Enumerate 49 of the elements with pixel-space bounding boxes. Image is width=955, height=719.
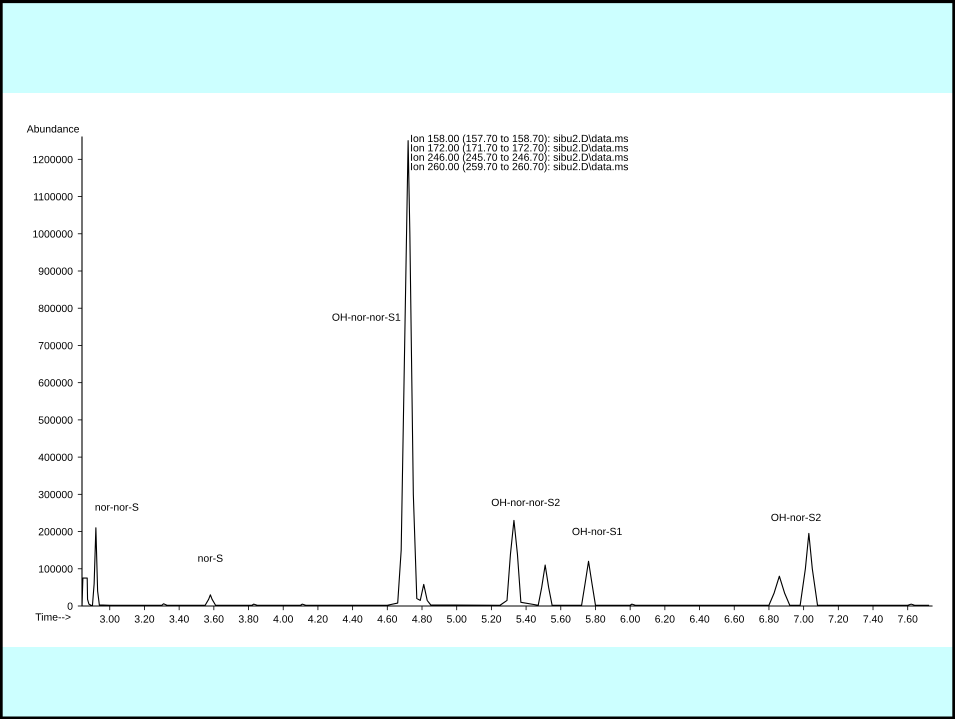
x-tick-label: 6.40 bbox=[690, 615, 710, 623]
x-tick-label: 4.80 bbox=[412, 615, 432, 623]
annotation: Ion 172.00 (171.70 to 172.70): sibu2.D\data.ms bbox=[411, 144, 628, 154]
x-tick-label: 3.80 bbox=[238, 615, 258, 623]
x-tick-label: 6.80 bbox=[759, 615, 779, 623]
x-tick-label: 4.20 bbox=[308, 615, 328, 623]
y-tick-label: 900000 bbox=[38, 268, 73, 275]
annotation: OH-nor-nor-S1 bbox=[332, 313, 400, 321]
x-tick-label: 6.20 bbox=[655, 615, 675, 623]
x-tick-label: 4.40 bbox=[342, 615, 362, 623]
x-tick-label: 7.20 bbox=[828, 615, 848, 623]
annotation: Ion 246.00 (245.70 to 246.70): sibu2.D\data.ms bbox=[411, 153, 628, 163]
x-tick-label: 5.20 bbox=[482, 615, 502, 623]
y-tick-label: 0 bbox=[68, 602, 73, 610]
x-tick-label: 3.20 bbox=[134, 615, 154, 623]
x-tick-label: 6.00 bbox=[620, 615, 640, 623]
y-tick-label: 200000 bbox=[38, 528, 73, 536]
x-tick-label: 5.80 bbox=[586, 615, 606, 623]
annotation: Ion 158.00 (157.70 to 158.70): sibu2.D\data.ms bbox=[411, 134, 628, 144]
y-tick-label: 1100000 bbox=[34, 193, 73, 200]
y-tick-label: 100000 bbox=[39, 565, 73, 573]
y-axis-title: Abundance bbox=[26, 124, 79, 133]
y-tick-label: 1000000 bbox=[33, 230, 73, 238]
x-tick-label: 3.60 bbox=[204, 615, 224, 623]
x-tick-label: 7.60 bbox=[898, 615, 918, 623]
y-tick-label: 300000 bbox=[38, 490, 73, 498]
x-tick-label: 5.00 bbox=[446, 615, 466, 623]
y-tick-label: 1200000 bbox=[33, 156, 73, 164]
x-tick-label: 7.00 bbox=[794, 615, 814, 623]
x-axis-title: Time--> bbox=[35, 613, 71, 621]
y-tick-label: 700000 bbox=[38, 342, 73, 350]
x-tick-label: 3.00 bbox=[100, 615, 120, 623]
x-tick-label: 3.40 bbox=[169, 615, 189, 623]
annotation: Ion 260.00 (259.70 to 260.70): sibu2.D\data.ms bbox=[411, 162, 628, 172]
annotation: OH-nor-S1 bbox=[572, 528, 622, 536]
x-tick-label: 6.60 bbox=[724, 615, 744, 623]
x-tick-label: 4.60 bbox=[377, 615, 398, 623]
x-tick-label: 4.00 bbox=[273, 615, 293, 623]
y-tick-label: 600000 bbox=[38, 379, 73, 387]
x-tick-label: 5.40 bbox=[516, 615, 536, 623]
y-tick-label: 500000 bbox=[38, 416, 73, 424]
annotation: OH-nor-nor-S2 bbox=[492, 498, 560, 506]
y-tick-label: 800000 bbox=[38, 304, 73, 312]
annotation: nor-S bbox=[198, 554, 223, 562]
x-tick-label: 5.60 bbox=[551, 615, 571, 623]
annotation: OH-nor-S2 bbox=[771, 514, 821, 522]
annotation: nor-nor-S bbox=[96, 503, 138, 511]
y-tick-label: 400000 bbox=[38, 454, 73, 461]
x-tick-label: 7.40 bbox=[863, 615, 883, 623]
